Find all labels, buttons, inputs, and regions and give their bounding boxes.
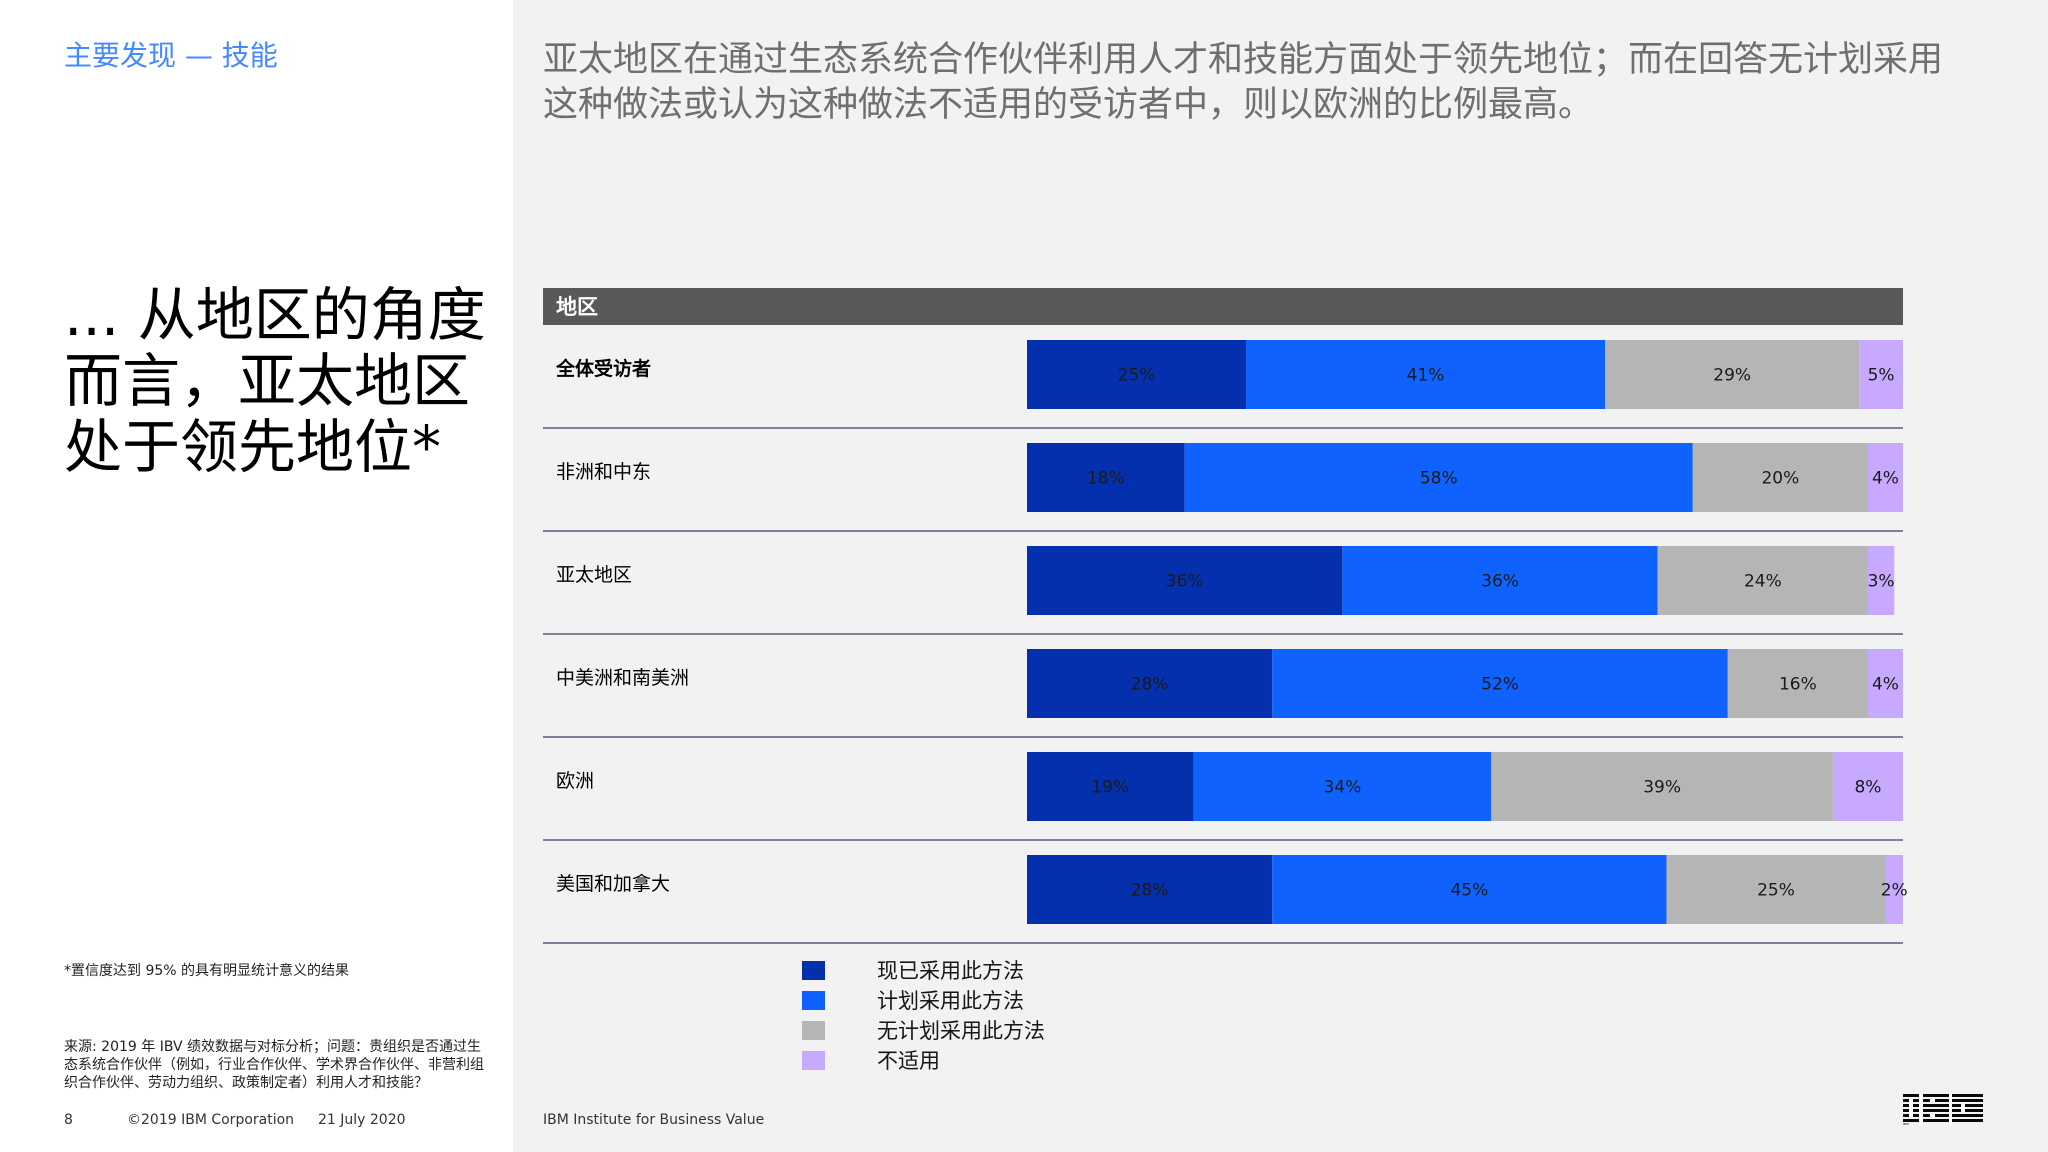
bar-segment bbox=[1657, 546, 1868, 615]
legend-label: 现已采用此方法 bbox=[877, 959, 1024, 983]
footnote: *置信度达到 95% 的具有明显统计意义的结果 bbox=[64, 963, 350, 979]
source-note: 来源: 2019 年 IBV 绩效数据与对标分析；问题：贵组织是否通过生态系统合… bbox=[64, 1039, 484, 1091]
table-header-label: 地区 bbox=[556, 295, 598, 319]
bar-segment bbox=[1832, 752, 1903, 821]
category-label: 中美洲和南美洲 bbox=[556, 667, 689, 689]
data-label: 24% bbox=[1744, 572, 1782, 592]
legend-label: 不适用 bbox=[877, 1049, 940, 1073]
bar-segment bbox=[1342, 546, 1658, 615]
category-label: 美国和加拿大 bbox=[556, 872, 670, 895]
bar-segment bbox=[1272, 649, 1728, 718]
bar-segment bbox=[1692, 443, 1868, 512]
legend-label: 无计划采用此方法 bbox=[877, 1019, 1045, 1043]
category-label: 非洲和中东 bbox=[556, 461, 651, 483]
category-label: 欧洲 bbox=[556, 770, 594, 792]
data-label: 4% bbox=[1872, 675, 1899, 695]
data-label: 52% bbox=[1481, 675, 1519, 695]
bar-segment bbox=[1184, 443, 1693, 512]
chart-legend: 现已采用此方法 计划采用此方法 无计划采用此方法 不适用 bbox=[802, 955, 1045, 1075]
bar-segment bbox=[1193, 752, 1492, 821]
copyright: ©2019 IBM Corporation bbox=[127, 1112, 295, 1128]
brand-footer: IBM Institute for Business Value bbox=[543, 1112, 765, 1128]
data-label: 28% bbox=[1131, 881, 1169, 901]
data-label: 45% bbox=[1450, 881, 1488, 901]
bar-segment bbox=[1027, 546, 1343, 615]
data-label: 5% bbox=[1868, 366, 1895, 386]
table-header-band bbox=[543, 288, 1903, 325]
footer-date: 21 July 2020 bbox=[318, 1112, 406, 1128]
data-label: 28% bbox=[1131, 675, 1169, 695]
section-title: 主要发现 — 技能 bbox=[64, 39, 278, 72]
data-label: 18% bbox=[1087, 469, 1125, 489]
bar-segment bbox=[1491, 752, 1833, 821]
data-label: 8% bbox=[1854, 778, 1881, 798]
hero-title: ... 从地区的角度而言，亚太地区处于领先地位* bbox=[64, 281, 486, 481]
headline: 亚太地区在通过生态系统合作伙伴利用人才和技能方面处于领先地位；而在回答无计划采用… bbox=[543, 40, 1944, 125]
ibm-logo: IBM bbox=[1903, 1094, 1983, 1126]
data-label: 29% bbox=[1713, 366, 1751, 386]
left-panel: 主要发现 — 技能 ... 从地区的角度而言，亚太地区处于领先地位* *置信度达… bbox=[0, 0, 513, 1152]
data-label: 2% bbox=[1881, 881, 1908, 901]
legend-label: 计划采用此方法 bbox=[877, 989, 1024, 1013]
bar-segment bbox=[1727, 649, 1868, 718]
bar-segment bbox=[1867, 649, 1903, 718]
svg-text:IBM: IBM bbox=[1903, 1122, 1909, 1126]
bar-segment bbox=[1885, 855, 1903, 924]
data-label: 3% bbox=[1868, 572, 1895, 592]
data-label: 25% bbox=[1118, 366, 1156, 386]
page-number: 8 bbox=[64, 1112, 73, 1128]
data-label: 41% bbox=[1407, 366, 1445, 386]
legend-swatch bbox=[802, 1050, 825, 1070]
bar-segment bbox=[1027, 340, 1246, 409]
legend-swatch bbox=[802, 960, 825, 980]
legend-item: 无计划采用此方法 bbox=[802, 1015, 1045, 1045]
data-label: 16% bbox=[1779, 675, 1817, 695]
data-label: 19% bbox=[1091, 778, 1129, 798]
data-label: 4% bbox=[1872, 469, 1899, 489]
legend-swatch bbox=[802, 990, 825, 1010]
bar-segment bbox=[1027, 443, 1185, 512]
bar-segment bbox=[1027, 855, 1273, 924]
legend-item: 不适用 bbox=[802, 1045, 1045, 1075]
legend-item: 现已采用此方法 bbox=[802, 955, 1045, 985]
data-label: 20% bbox=[1761, 469, 1799, 489]
data-label: 36% bbox=[1166, 572, 1204, 592]
bar-segment bbox=[1272, 855, 1667, 924]
bar-segment bbox=[1027, 649, 1273, 718]
category-label: 全体受访者 bbox=[555, 357, 651, 380]
bar-segment bbox=[1605, 340, 1860, 409]
legend-item: 计划采用此方法 bbox=[802, 985, 1045, 1015]
data-label: 34% bbox=[1323, 778, 1361, 798]
data-label: 36% bbox=[1481, 572, 1519, 592]
bar-segment bbox=[1246, 340, 1606, 409]
bar-segment bbox=[1027, 752, 1194, 821]
bar-segment bbox=[1867, 443, 1903, 512]
data-label: 25% bbox=[1757, 881, 1795, 901]
bar-segment bbox=[1666, 855, 1886, 924]
bar-segment bbox=[1867, 546, 1895, 615]
bar-segment bbox=[1859, 340, 1903, 409]
data-label: 58% bbox=[1420, 469, 1458, 489]
legend-swatch bbox=[802, 1020, 825, 1040]
category-label: 亚太地区 bbox=[556, 564, 632, 586]
data-label: 39% bbox=[1643, 778, 1681, 798]
